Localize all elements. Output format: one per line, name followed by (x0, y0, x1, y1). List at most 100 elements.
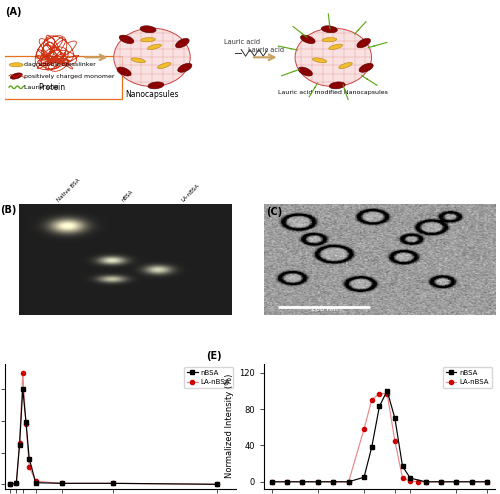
LA-nBSA (415, 479, 421, 485)
Ellipse shape (158, 63, 171, 69)
Text: 200 nm: 200 nm (310, 306, 338, 312)
Circle shape (295, 28, 372, 86)
LA-nBSA (384, 391, 390, 397)
Ellipse shape (148, 82, 164, 89)
Text: dagradable crosslinker: dagradable crosslinker (24, 62, 96, 67)
FancyBboxPatch shape (4, 56, 122, 99)
Y-axis label: Normalized Intensity (%): Normalized Intensity (%) (224, 374, 234, 479)
Ellipse shape (322, 38, 336, 42)
nBSA (330, 479, 336, 485)
LA-nBSA (16, 440, 22, 446)
nBSA (7, 481, 13, 487)
nBSA (368, 444, 374, 450)
Text: (C): (C) (266, 207, 282, 217)
LA-nBSA (376, 391, 382, 397)
nBSA (400, 463, 406, 469)
nBSA (438, 479, 444, 485)
nBSA (408, 475, 414, 481)
LA-nBSA (392, 438, 398, 444)
Text: nBSA: nBSA (120, 189, 134, 203)
Text: Nanocapsules: Nanocapsules (125, 90, 179, 99)
Text: Lauric acid: Lauric acid (224, 39, 260, 44)
LA-nBSA (484, 479, 490, 485)
Circle shape (114, 28, 190, 86)
nBSA (20, 386, 26, 392)
LA-nBSA (422, 479, 428, 485)
nBSA (14, 480, 20, 486)
Ellipse shape (359, 63, 373, 72)
Text: (A): (A) (5, 7, 21, 17)
nBSA (268, 479, 274, 485)
LA-nBSA (23, 421, 29, 427)
Ellipse shape (329, 44, 342, 49)
nBSA (384, 388, 390, 394)
Text: LA-nBSA: LA-nBSA (180, 183, 201, 203)
Ellipse shape (131, 58, 146, 63)
nBSA (315, 479, 321, 485)
Ellipse shape (312, 58, 326, 63)
nBSA (469, 479, 475, 485)
nBSA (284, 479, 290, 485)
LA-nBSA (7, 481, 13, 487)
Ellipse shape (148, 44, 162, 49)
Ellipse shape (140, 26, 156, 33)
nBSA (110, 480, 116, 486)
LA-nBSA (361, 426, 367, 432)
LA-nBSA (315, 479, 321, 485)
Text: Native BSA: Native BSA (56, 177, 81, 203)
Ellipse shape (119, 35, 134, 43)
Text: positively charged monomer: positively charged monomer (24, 74, 114, 79)
LA-nBSA (300, 479, 306, 485)
Ellipse shape (176, 39, 189, 48)
Ellipse shape (339, 63, 352, 69)
nBSA (484, 479, 490, 485)
Ellipse shape (178, 63, 192, 72)
Ellipse shape (298, 67, 312, 76)
LA-nBSA (346, 479, 352, 485)
Text: Protein: Protein (38, 83, 65, 92)
nBSA (376, 403, 382, 409)
Text: (B): (B) (0, 205, 17, 215)
LA-nBSA (368, 397, 374, 403)
Line: nBSA: nBSA (270, 389, 490, 484)
Line: LA-nBSA: LA-nBSA (270, 391, 490, 484)
LA-nBSA (438, 479, 444, 485)
LA-nBSA (26, 464, 32, 470)
Ellipse shape (322, 26, 338, 33)
LA-nBSA (58, 480, 64, 486)
LA-nBSA (400, 475, 406, 481)
LA-nBSA (408, 478, 414, 484)
nBSA (300, 479, 306, 485)
Line: LA-nBSA: LA-nBSA (8, 371, 219, 487)
Text: Lauric acid: Lauric acid (248, 47, 284, 53)
nBSA (58, 480, 64, 486)
Text: Lauric acid: Lauric acid (24, 85, 58, 90)
Text: (E): (E) (206, 351, 222, 361)
LA-nBSA (110, 480, 116, 486)
Ellipse shape (300, 35, 315, 43)
LA-nBSA (268, 479, 274, 485)
LA-nBSA (214, 481, 220, 487)
Ellipse shape (117, 67, 131, 76)
Ellipse shape (357, 39, 370, 48)
nBSA (26, 456, 32, 462)
LA-nBSA (32, 478, 38, 484)
Legend: nBSA, LA-nBSA: nBSA, LA-nBSA (444, 367, 492, 388)
Ellipse shape (10, 63, 23, 67)
nBSA (16, 442, 22, 448)
Text: Lauric acid modified Nanocapsules: Lauric acid modified Nanocapsules (278, 90, 388, 95)
nBSA (23, 419, 29, 425)
Legend: nBSA, LA-nBSA: nBSA, LA-nBSA (184, 367, 232, 388)
LA-nBSA (14, 480, 20, 486)
nBSA (32, 480, 38, 486)
nBSA (346, 479, 352, 485)
Line: nBSA: nBSA (8, 387, 219, 487)
LA-nBSA (469, 479, 475, 485)
LA-nBSA (454, 479, 460, 485)
Ellipse shape (329, 82, 345, 89)
LA-nBSA (284, 479, 290, 485)
Ellipse shape (141, 38, 156, 42)
LA-nBSA (20, 370, 26, 376)
LA-nBSA (330, 479, 336, 485)
nBSA (454, 479, 460, 485)
